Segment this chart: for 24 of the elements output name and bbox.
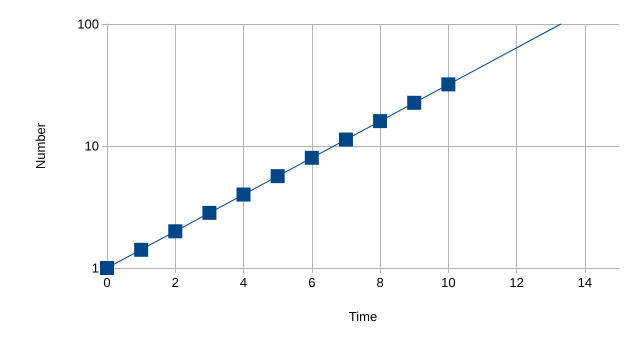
x-axis-title: Time (348, 309, 378, 324)
x-tick-label: 4 (240, 275, 248, 290)
point (134, 242, 148, 257)
point (373, 114, 388, 128)
x-tick-label: 8 (376, 275, 384, 290)
point (270, 169, 285, 184)
point (338, 132, 353, 147)
y-tick-label: 100 (77, 16, 99, 32)
x-tick-label: 12 (509, 275, 524, 290)
point (100, 261, 114, 275)
point (407, 96, 422, 110)
x-tick-label: 6 (308, 275, 316, 290)
x-tick-label: 0 (103, 275, 111, 290)
y-axis-title: Number (33, 122, 48, 170)
point (304, 150, 319, 165)
x-tick-label: 14 (578, 275, 592, 290)
y-tick-label: 1 (92, 260, 99, 276)
x-tick-label: 2 (172, 275, 179, 290)
point (441, 77, 456, 92)
point (202, 206, 216, 220)
y-tick-label: 10 (84, 138, 99, 154)
x-tick-label: 10 (441, 275, 456, 290)
point (168, 224, 182, 238)
point (236, 188, 251, 202)
